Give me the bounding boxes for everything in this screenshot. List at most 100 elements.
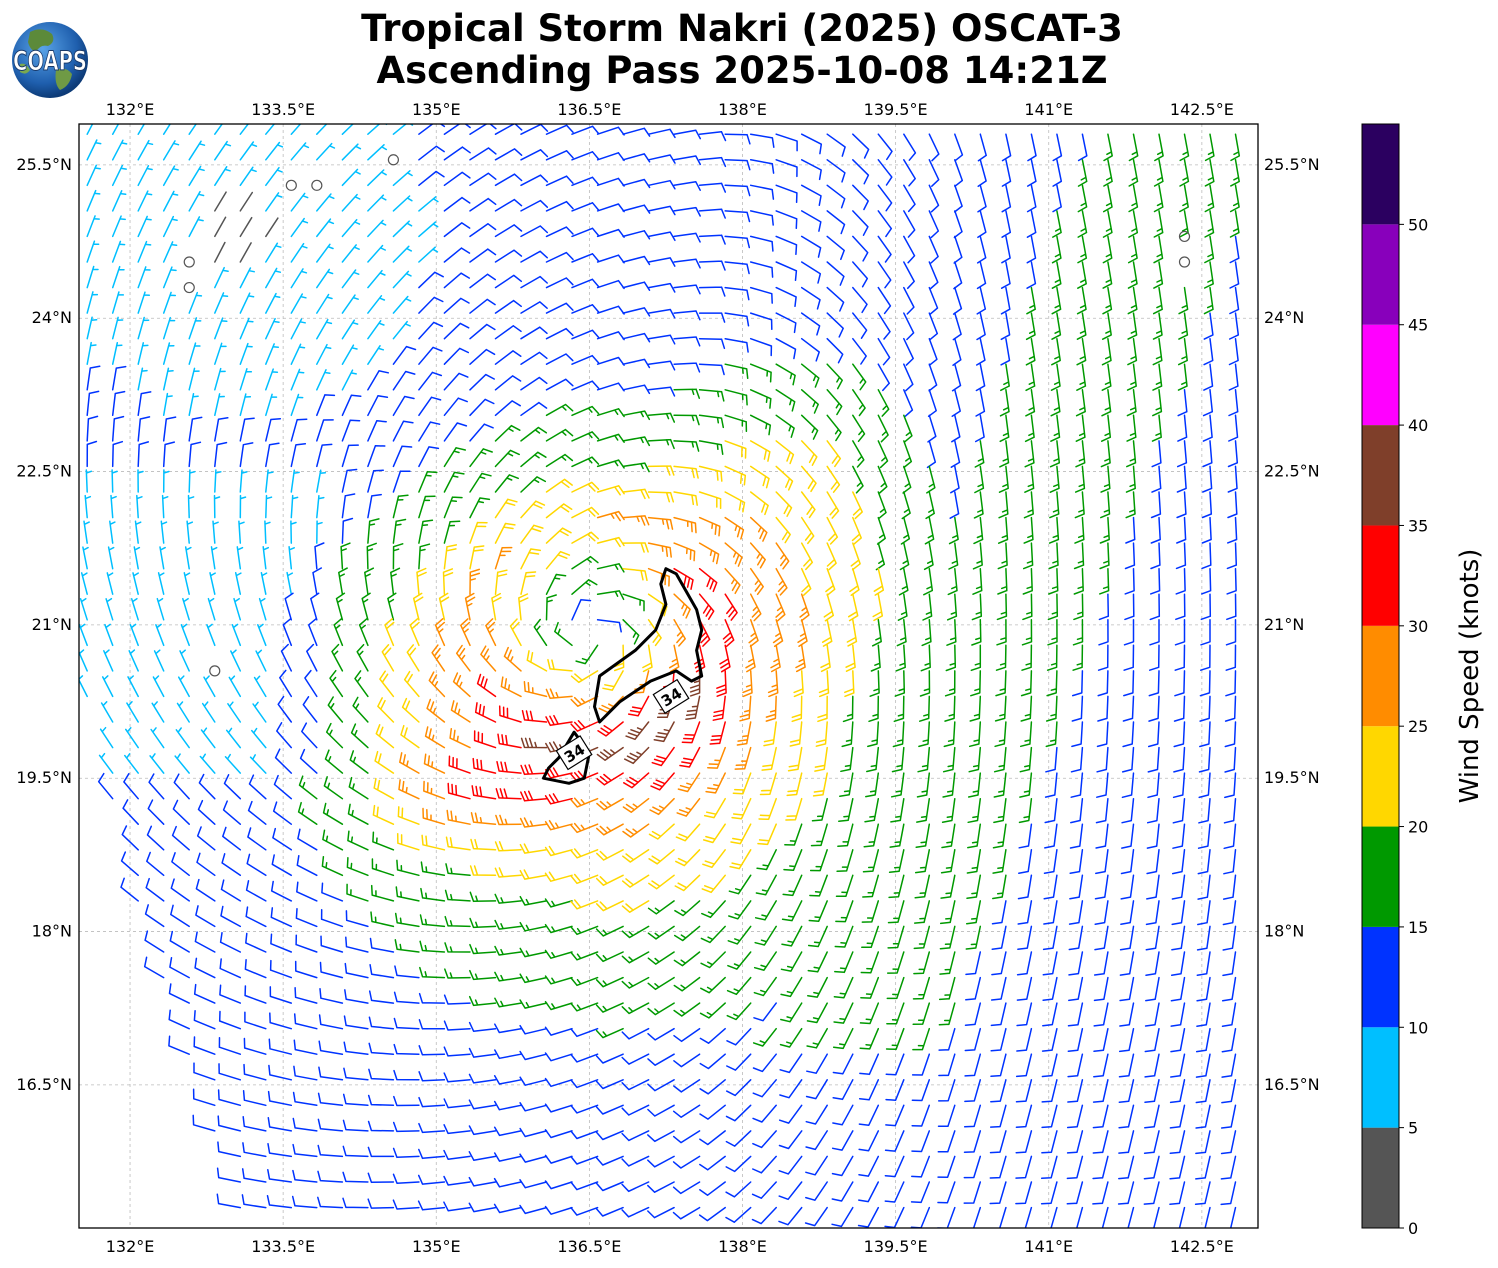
wind-barb: [749, 567, 764, 596]
wind-barb: [242, 1090, 267, 1107]
wind-barb: [272, 827, 293, 851]
wind-barb: [1049, 491, 1060, 519]
wind-barb: [1018, 849, 1033, 874]
wind-barb: [726, 1053, 752, 1071]
wind-barb: [1124, 593, 1135, 621]
wind-barb: [1144, 1002, 1160, 1027]
wind-barb: [1045, 721, 1058, 748]
wind-barb: [916, 772, 931, 798]
wind-barb: [990, 1079, 1007, 1103]
x-tick-label-top: 135°E: [412, 100, 461, 119]
wind-barb: [1200, 593, 1212, 621]
wind-barb: [912, 1027, 931, 1051]
colorbar-tick-label: 50: [1408, 215, 1428, 234]
wind-barb: [946, 619, 957, 646]
wind-barb: [761, 746, 777, 771]
wind-barb: [79, 649, 88, 672]
wind-barb: [749, 133, 775, 148]
wind-barb: [1221, 1079, 1237, 1104]
wind-barb: [989, 1155, 1007, 1179]
wind-barb: [852, 286, 868, 314]
wind-barb: [288, 546, 295, 570]
wind-barb: [1066, 1181, 1084, 1205]
wind-barb: [222, 800, 242, 825]
wind-barb: [749, 312, 773, 331]
wind-barb: [700, 951, 726, 969]
chart-title-line2: Ascending Pass 2025-10-08 14:21Z: [376, 49, 1107, 92]
x-tick-label-bottom: 135°E: [412, 1237, 461, 1256]
wind-barb: [320, 908, 344, 928]
wind-barb: [1173, 746, 1186, 773]
wind-barb: [699, 1053, 726, 1070]
wind-barb: [214, 216, 227, 238]
wind-barb: [231, 623, 242, 647]
wind-barb: [1049, 440, 1061, 468]
wind-barb: [493, 1177, 522, 1188]
wind-barb: [1097, 644, 1109, 671]
calm-circle: [1178, 230, 1191, 243]
wind-barb: [216, 1167, 242, 1183]
wind-barb: [180, 623, 190, 647]
wind-barb: [1118, 1027, 1135, 1053]
wind-barb: [214, 292, 229, 314]
wind-barb: [1179, 184, 1189, 213]
wind-barb: [269, 986, 293, 1004]
wind-barb: [1067, 1079, 1084, 1103]
wind-barb: [519, 1050, 548, 1061]
wind-barb: [494, 919, 522, 930]
wind-barb: [520, 301, 548, 314]
wind-barb: [673, 976, 701, 992]
wind-barb: [111, 365, 127, 391]
wind-barb: [134, 520, 142, 544]
wind-barb: [193, 1036, 216, 1055]
wind-barb: [1101, 363, 1112, 391]
wind-barb: [1015, 1181, 1033, 1205]
wind-barb: [322, 802, 344, 825]
wind-barb: [494, 997, 522, 1008]
wind-barb: [913, 951, 931, 975]
wind-barb: [196, 826, 216, 851]
wind-barb: [494, 325, 522, 340]
wind-barb: [1023, 516, 1034, 544]
wind-barb: [1076, 286, 1087, 315]
wind-barb: [651, 746, 675, 767]
wind-barb: [852, 389, 866, 417]
wind-barb: [749, 363, 772, 383]
wind-barb: [937, 1206, 956, 1228]
wind-barb: [367, 269, 386, 289]
wind-barb: [1152, 337, 1163, 366]
x-tick-label-top: 139.5°E: [864, 100, 928, 119]
wind-barb: [297, 801, 318, 825]
wind-barb: [443, 146, 471, 161]
wind-barb: [991, 925, 1007, 950]
wind-barb: [752, 1155, 777, 1174]
wind-barb: [1220, 1130, 1237, 1155]
wind-barb: [920, 644, 931, 672]
wind-barb: [168, 1009, 190, 1030]
wind-barb: [1173, 695, 1186, 722]
wind-barb: [519, 1127, 548, 1138]
wind-barb: [318, 1014, 344, 1030]
wind-barb: [698, 286, 726, 297]
wind-barb: [953, 184, 963, 213]
wind-barb: [266, 1194, 293, 1209]
wind-barb: [316, 318, 333, 340]
wind-barb: [800, 133, 823, 155]
wind-barb: [398, 779, 420, 800]
wind-barb: [469, 147, 497, 161]
wind-barb: [1222, 874, 1237, 900]
wind-barb: [622, 823, 650, 838]
wind-barb: [1098, 567, 1110, 595]
wind-barb: [494, 424, 521, 442]
wind-barb: [918, 695, 931, 722]
wind-barb: [701, 874, 726, 894]
wind-barb: [1045, 695, 1058, 722]
wind-barb: [291, 1195, 318, 1209]
wind-barb: [194, 957, 216, 979]
wind-barb: [367, 169, 387, 187]
wind-barb: [396, 832, 420, 851]
wind-barb: [734, 746, 752, 770]
wind-barb: [916, 797, 931, 823]
wind-barb: [1196, 951, 1211, 977]
wind-barb: [1198, 746, 1211, 773]
